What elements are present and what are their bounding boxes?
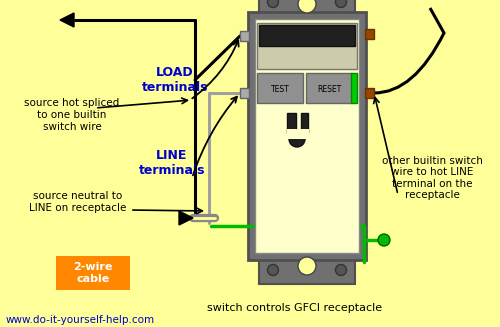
Polygon shape [179,211,193,225]
Bar [240,31,249,41]
Bar [287,129,309,139]
Text: source hot spliced
to one builtin
switch wire: source hot spliced to one builtin switch… [24,98,120,131]
Bar [259,25,355,46]
Text: LOAD
terminals: LOAD terminals [142,66,208,94]
Bar [306,73,352,103]
Bar [259,0,355,20]
Circle shape [298,0,316,13]
Bar [257,73,303,103]
Bar [255,19,359,253]
Circle shape [268,265,278,276]
Circle shape [336,0,346,8]
Circle shape [378,234,390,246]
Bar [365,29,374,39]
Bar [259,252,355,284]
Bar [287,113,296,133]
Bar [365,88,374,98]
Text: www.do-it-yourself-help.com: www.do-it-yourself-help.com [6,315,155,325]
Text: TEST: TEST [270,84,289,94]
Bar [301,113,308,133]
Text: RESET: RESET [317,84,341,94]
Bar [257,23,357,69]
Polygon shape [60,13,74,27]
Text: 2-wire
cable: 2-wire cable [74,262,112,284]
Bar [351,73,357,103]
Circle shape [289,131,305,147]
Text: LINE
terminals: LINE terminals [139,149,205,177]
Bar [240,88,249,98]
Text: source neutral to
LINE on receptacle: source neutral to LINE on receptacle [30,191,126,213]
Circle shape [336,265,346,276]
Circle shape [268,0,278,8]
Bar [56,256,130,290]
Circle shape [298,257,316,275]
Text: switch controls GFCI receptacle: switch controls GFCI receptacle [208,303,382,313]
Text: other builtin switch
wire to hot LINE
terminal on the
receptacle: other builtin switch wire to hot LINE te… [382,156,482,200]
Bar [248,12,366,260]
